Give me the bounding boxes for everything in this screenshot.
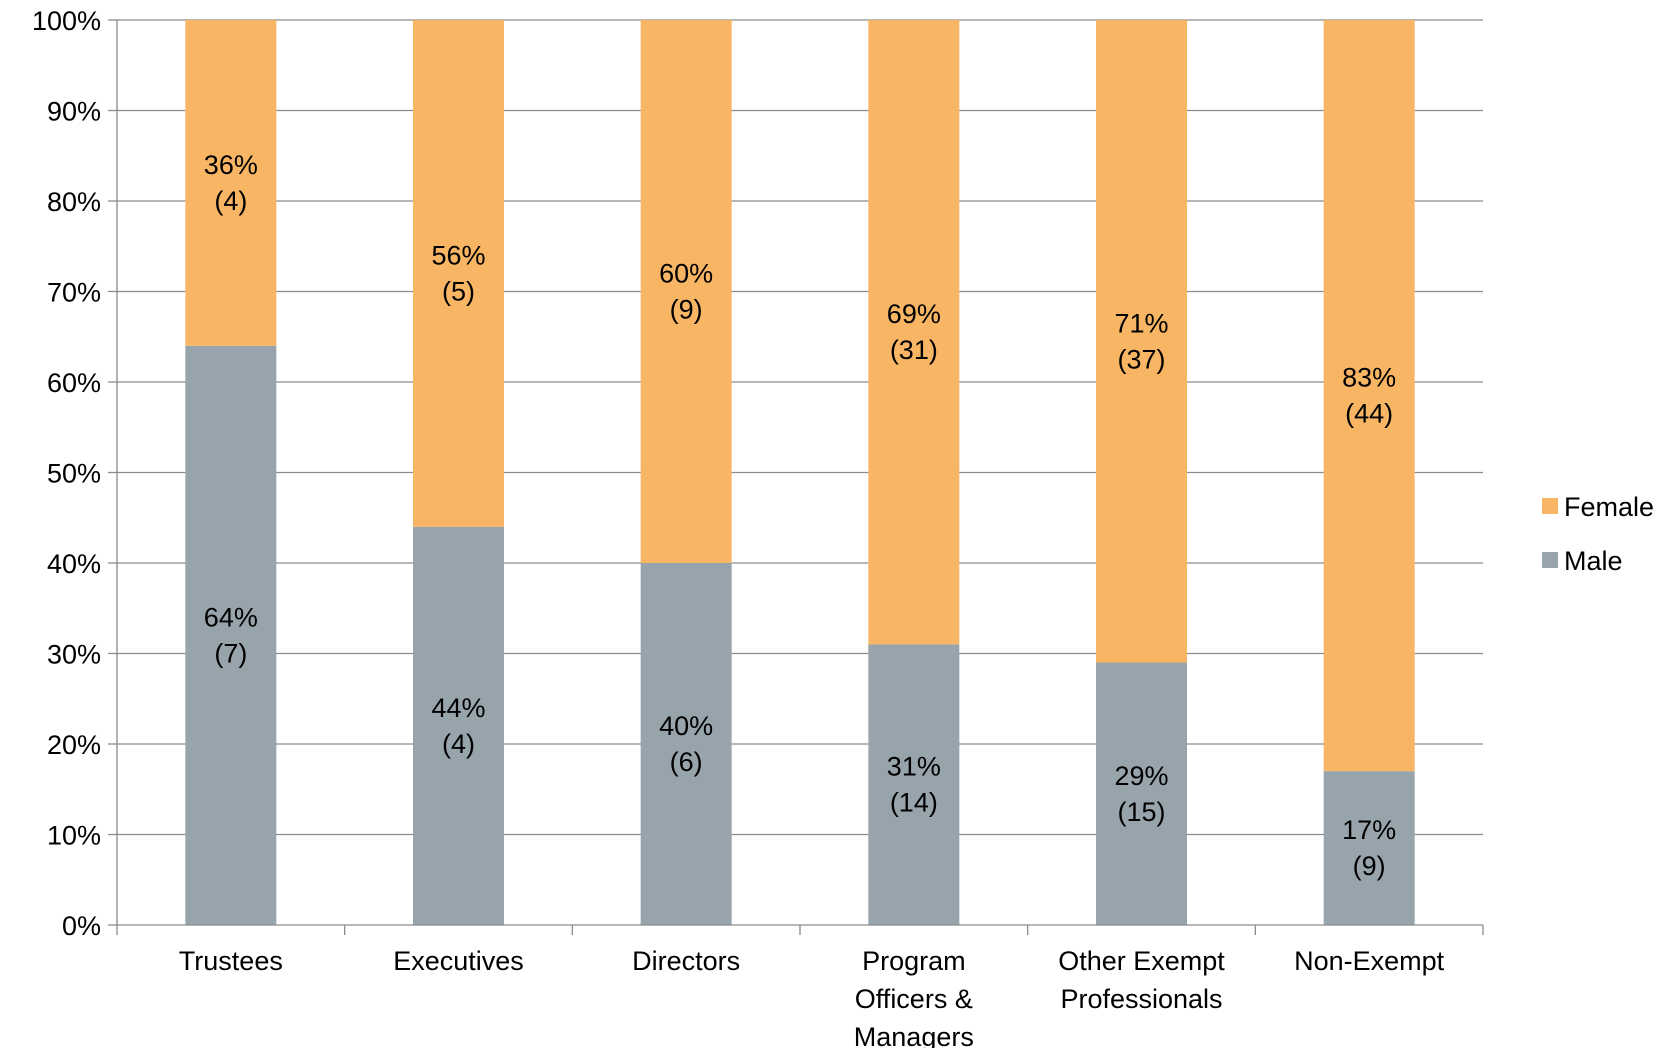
legend: Female Male xyxy=(1542,492,1654,576)
data-label-female: (4) xyxy=(214,186,247,216)
y-tick-label: 40% xyxy=(47,549,101,579)
x-category-label: Non-Exempt xyxy=(1294,946,1445,976)
x-category-label: Trustees xyxy=(179,946,283,976)
data-label-male: 40% xyxy=(659,711,713,741)
data-label-female: (44) xyxy=(1345,399,1393,429)
y-tick-label: 10% xyxy=(47,821,101,851)
bar-female-other-exempt-professionals xyxy=(1096,20,1187,663)
x-category-label: Directors xyxy=(632,946,740,976)
data-label-male: 31% xyxy=(887,752,941,782)
data-label-female: (37) xyxy=(1117,344,1165,374)
data-label-female: 71% xyxy=(1114,308,1168,338)
y-tick-label: 20% xyxy=(47,730,101,760)
data-label-male: 64% xyxy=(204,602,258,632)
legend-swatch-female xyxy=(1542,498,1558,514)
bar-female-program-officers-managers xyxy=(868,20,960,645)
data-label-female: (31) xyxy=(890,335,938,365)
bar-male-trustees xyxy=(185,345,277,925)
gridlines xyxy=(117,19,1483,836)
bar-male-other-exempt-professionals xyxy=(1096,662,1187,925)
legend-label-male: Male xyxy=(1564,546,1623,576)
y-tick-label: 80% xyxy=(47,187,101,217)
bar-male-program-officers-managers xyxy=(868,644,960,925)
data-label-male: (14) xyxy=(890,788,938,818)
bar-female-trustees xyxy=(185,20,277,346)
bar-female-directors xyxy=(640,20,732,563)
data-label-male: 17% xyxy=(1342,815,1396,845)
data-labels: 64% (7) 36% (4) 44% (4) 56% (5) 40% (6) 60% (9) 31% (… xyxy=(204,150,1396,881)
data-label-female: 83% xyxy=(1342,363,1396,393)
data-label-male: (7) xyxy=(214,638,247,668)
x-category-label: Program xyxy=(862,946,966,976)
x-category-label: Executives xyxy=(393,946,524,976)
data-label-female: 36% xyxy=(204,150,258,180)
y-tick-label: 90% xyxy=(47,97,101,127)
legend-label-female: Female xyxy=(1564,492,1654,522)
y-tick-label: 50% xyxy=(47,459,101,489)
bar-male-directors xyxy=(640,563,732,925)
bar-female-executives xyxy=(413,20,504,527)
data-label-female: 56% xyxy=(431,240,485,270)
x-category-label: Professionals xyxy=(1060,984,1222,1014)
y-tick-label: 0% xyxy=(62,911,101,941)
bar-female-non-exempt xyxy=(1323,20,1415,772)
bars xyxy=(185,20,1415,925)
data-label-female: 69% xyxy=(887,299,941,329)
y-tick-label: 100% xyxy=(32,6,101,36)
legend-swatch-male xyxy=(1542,552,1558,568)
y-tick-label: 70% xyxy=(47,278,101,308)
x-category-label: Managers xyxy=(854,1022,974,1048)
data-label-male: (15) xyxy=(1117,797,1165,827)
x-category-label: Other Exempt xyxy=(1058,946,1225,976)
data-label-male: (6) xyxy=(670,747,703,777)
data-label-male: (4) xyxy=(442,729,475,759)
bar-male-non-exempt xyxy=(1323,771,1415,925)
data-label-female: 60% xyxy=(659,259,713,289)
bar-male-executives xyxy=(413,526,504,925)
axes: 0% 10% 20% 30% 40% 50% 60% 70% 80% 90% 100% Trustee… xyxy=(32,6,1484,1052)
x-category-label: Officers & xyxy=(855,984,973,1014)
y-tick-label: 30% xyxy=(47,640,101,670)
data-label-female: (5) xyxy=(442,276,475,306)
y-tick-label: 60% xyxy=(47,368,101,398)
data-label-male: 44% xyxy=(431,693,485,723)
data-label-male: 29% xyxy=(1114,761,1168,791)
data-label-male: (9) xyxy=(1353,851,1386,881)
data-label-female: (9) xyxy=(670,295,703,325)
